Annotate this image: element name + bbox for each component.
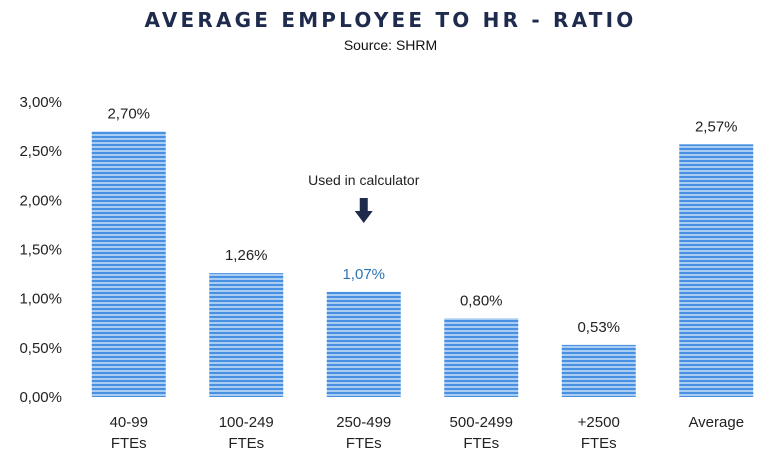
- x-tick-label: FTEs: [111, 435, 147, 452]
- chart-subtitle: Source: SHRM: [343, 37, 438, 53]
- data-label: 2,70%: [107, 106, 150, 123]
- bar: [679, 144, 754, 397]
- y-axis: 0,00% 0,50% 1,00% 1,50% 2,00% 2,50% 3,00%: [19, 94, 62, 406]
- annotation-text: Used in calculator: [308, 172, 420, 188]
- x-tick-label: FTEs: [346, 435, 382, 452]
- y-tick-label: 1,00%: [19, 291, 62, 308]
- bar: [561, 344, 636, 397]
- x-tick-label: Average: [688, 414, 744, 431]
- bar: [326, 291, 401, 397]
- y-tick-label: 0,00%: [19, 389, 62, 406]
- data-label: 0,80%: [460, 292, 503, 309]
- y-tick-label: 0,50%: [19, 340, 62, 357]
- x-tick-label: +2500: [578, 414, 620, 431]
- annotation: Used in calculator: [308, 172, 420, 223]
- data-label: 2,57%: [695, 118, 738, 135]
- data-label: 0,53%: [577, 319, 620, 336]
- x-tick-label: 500-2499: [450, 414, 513, 431]
- x-tick-label: FTEs: [463, 435, 499, 452]
- bar: [91, 131, 166, 397]
- x-tick-label: 40-99: [110, 414, 148, 431]
- x-tick-label: 250-499: [336, 414, 391, 431]
- down-arrow-icon: [354, 198, 373, 223]
- x-tick-label: 100-249: [219, 414, 274, 431]
- data-label: 1,26%: [225, 247, 268, 264]
- bar: [444, 318, 519, 397]
- chart-title: AVERAGE EMPLOYEE TO HR - RATIO: [144, 8, 637, 32]
- x-tick-label: FTEs: [581, 435, 617, 452]
- bars: [91, 131, 754, 397]
- data-labels: 2,70% 1,26% 1,07% 0,80% 0,53% 2,57%: [107, 106, 737, 336]
- x-tick-label: FTEs: [228, 435, 264, 452]
- x-axis: 40-99 FTEs 100-249 FTEs 250-499 FTEs 500-2499 F…: [110, 414, 744, 452]
- y-tick-label: 2,00%: [19, 192, 62, 209]
- bar: [209, 273, 284, 397]
- data-label: 1,07%: [342, 266, 385, 283]
- y-tick-label: 1,50%: [19, 242, 62, 259]
- y-tick-label: 3,00%: [19, 94, 62, 111]
- y-tick-label: 2,50%: [19, 143, 62, 160]
